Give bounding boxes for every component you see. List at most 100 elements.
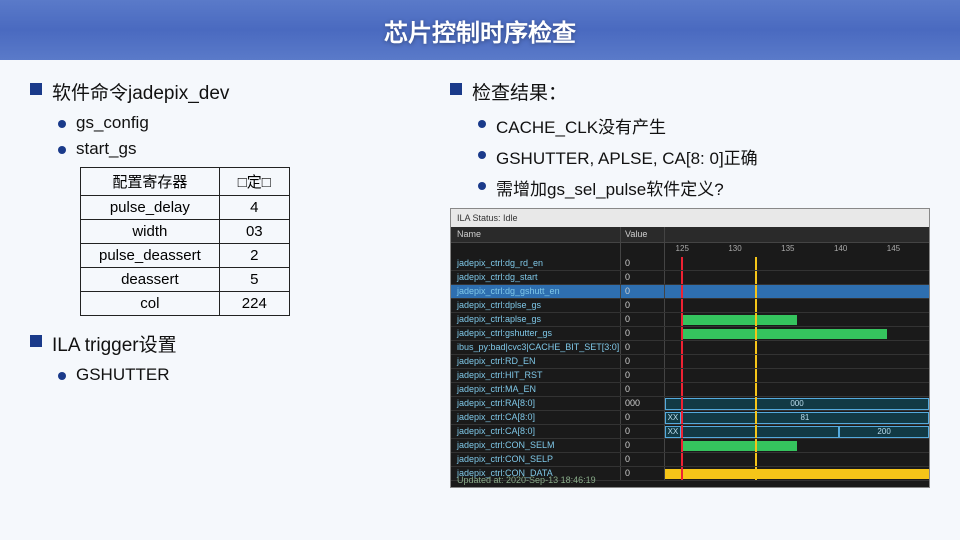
cursor-yellow (755, 341, 757, 354)
heading-check-result-label: 检查结果： (472, 78, 567, 105)
signal-value: 0 (621, 439, 665, 452)
signal-value: 0 (621, 467, 665, 480)
cursor-red (681, 341, 683, 354)
cursor-red (681, 397, 683, 410)
signal-name: jadepix_ctrl:HIT_RST (451, 369, 621, 382)
signal-value: 0 (621, 257, 665, 270)
signal-name: jadepix_ctrl:dplse_gs (451, 299, 621, 312)
cursor-yellow (755, 397, 757, 410)
result-gshutter-label: GSHUTTER, APLSE, CA[8: 0]正确 (496, 144, 758, 169)
cursor-red (681, 411, 683, 424)
cursor-yellow (755, 327, 757, 340)
bus-segment: XX (665, 412, 681, 424)
slide-title: 芯片控制时序检查 (384, 13, 576, 48)
cursor-yellow (755, 369, 757, 382)
signal-name: jadepix_ctrl:RA[8:0] (451, 397, 621, 410)
time-tick: 140 (834, 244, 847, 253)
signal-wave: XX81 (665, 411, 929, 424)
bus-segment (681, 426, 839, 438)
heading-ila-trigger: ILA trigger设置 (30, 330, 440, 357)
table-row: deassert5 (81, 268, 290, 292)
dot-bullet-icon (58, 146, 66, 154)
signal-wave (665, 439, 929, 452)
cursor-red (681, 355, 683, 368)
cursor-yellow (755, 439, 757, 452)
cursor-red (681, 369, 683, 382)
cursor-red (681, 271, 683, 284)
signal-row: jadepix_ctrl:RA[8:0]000000 (451, 397, 929, 411)
signal-name: jadepix_ctrl:CA[8:0] (451, 411, 621, 424)
signal-value: 0 (621, 285, 665, 298)
dot-bullet-icon (478, 151, 486, 159)
signal-name: jadepix_ctrl:dg_gshutt_en (451, 285, 621, 298)
reg-value: 03 (219, 220, 289, 244)
signal-value: 0 (621, 313, 665, 326)
subitem-start-gs-label: start_gs (76, 139, 136, 159)
time-tick: 130 (728, 244, 741, 253)
signal-wave (665, 299, 929, 312)
ila-status-text: ILA Status: Idle (457, 213, 518, 223)
wave-bar (665, 469, 929, 479)
signal-wave (665, 369, 929, 382)
ila-col-value: Value (621, 227, 665, 242)
signal-name: jadepix_ctrl:gshutter_gs (451, 327, 621, 340)
cursor-red (681, 425, 683, 438)
reg-name: deassert (81, 268, 220, 292)
cursor-yellow (755, 383, 757, 396)
dot-bullet-icon (58, 372, 66, 380)
result-gshutter: GSHUTTER, APLSE, CA[8: 0]正确 (478, 144, 930, 169)
signal-wave (665, 355, 929, 368)
wave-bar (681, 441, 797, 451)
reg-name: width (81, 220, 220, 244)
signal-name: ibus_py:bad|cvc3|CACHE_BIT_SET[3:0] (451, 341, 621, 354)
cursor-red (681, 383, 683, 396)
signal-row: jadepix_ctrl:HIT_RST0 (451, 369, 929, 383)
signal-value: 0 (621, 355, 665, 368)
signal-wave (665, 453, 929, 466)
signal-row: jadepix_ctrl:dg_start0 (451, 271, 929, 285)
cursor-yellow (755, 411, 757, 424)
ila-status-bar: ILA Status: Idle (451, 209, 929, 227)
right-column: 检查结果： CACHE_CLK没有产生 GSHUTTER, APLSE, CA[… (440, 78, 930, 488)
table-row: pulse_delay4 (81, 196, 290, 220)
dot-bullet-icon (58, 120, 66, 128)
signal-wave: 000 (665, 397, 929, 410)
cursor-yellow (755, 257, 757, 270)
slide-header: 芯片控制时序检查 (0, 0, 960, 60)
signal-value: 000 (621, 397, 665, 410)
signal-value: 0 (621, 411, 665, 424)
wave-bar (681, 329, 887, 339)
signal-row: jadepix_ctrl:CA[8:0]0XX200 (451, 425, 929, 439)
ila-time-ruler: 125130135140145 (451, 243, 929, 257)
signal-row: jadepix_ctrl:CON_SELM0 (451, 439, 929, 453)
reg-name: col (81, 292, 220, 316)
signal-row: jadepix_ctrl:dg_rd_en0 (451, 257, 929, 271)
table-row: col224 (81, 292, 290, 316)
result-cache-clk-label: CACHE_CLK没有产生 (496, 113, 666, 138)
cursor-red (681, 257, 683, 270)
wave-bar (681, 315, 797, 325)
col-value: □定□ (219, 168, 289, 196)
dot-bullet-icon (478, 182, 486, 190)
time-tick: 135 (781, 244, 794, 253)
cursor-red (681, 313, 683, 326)
bus-segment: 200 (839, 426, 929, 438)
signal-wave (665, 341, 929, 354)
signal-wave (665, 313, 929, 326)
reg-value: 224 (219, 292, 289, 316)
signal-row: jadepix_ctrl:CA[8:0]0XX81 (451, 411, 929, 425)
result-gs-sel-pulse: 需增加gs_sel_pulse软件定义? (478, 175, 930, 200)
ila-footer-timestamp: Updated at: 2020-Sep-13 18:46:19 (457, 475, 596, 485)
signal-row: jadepix_ctrl:gshutter_gs0 (451, 327, 929, 341)
signal-name: jadepix_ctrl:MA_EN (451, 383, 621, 396)
signal-wave (665, 467, 929, 480)
subitem-gshutter-label: GSHUTTER (76, 365, 170, 385)
cursor-yellow (755, 425, 757, 438)
signal-value: 0 (621, 299, 665, 312)
square-bullet-icon (450, 83, 462, 95)
signal-value: 0 (621, 453, 665, 466)
table-header-row: 配置寄存器 □定□ (81, 168, 290, 196)
signal-value: 0 (621, 425, 665, 438)
subitem-gs-config: gs_config (58, 113, 440, 133)
signal-value: 0 (621, 341, 665, 354)
